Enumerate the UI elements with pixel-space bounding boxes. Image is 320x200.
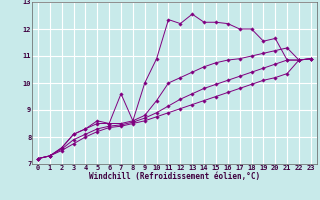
X-axis label: Windchill (Refroidissement éolien,°C): Windchill (Refroidissement éolien,°C) xyxy=(89,172,260,181)
